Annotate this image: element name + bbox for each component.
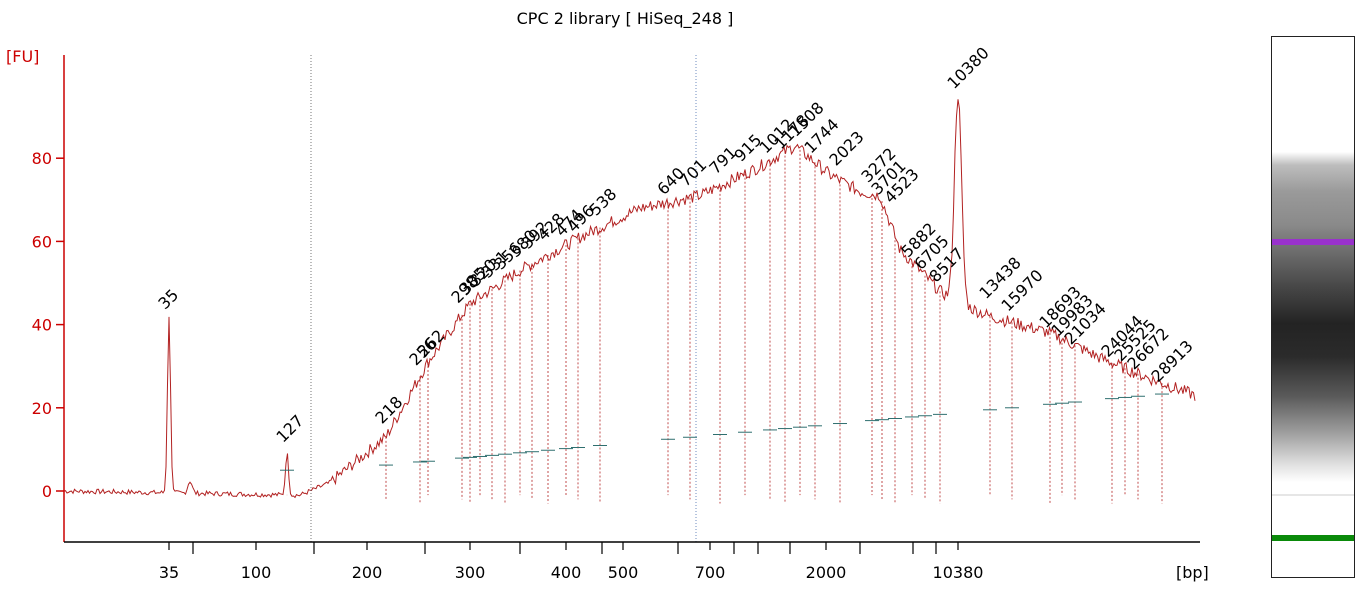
- peak-label: 127: [272, 411, 307, 446]
- chart-title: CPC 2 library [ HiSeq_248 ]: [517, 9, 734, 29]
- x-tick-label: 10380: [933, 563, 984, 582]
- gel-upper-marker-band: [1272, 239, 1354, 245]
- y-tick-label: 20: [32, 399, 52, 418]
- y-tick-label: 60: [32, 232, 52, 251]
- peak-label: 701: [675, 155, 710, 190]
- x-tick-label: 100: [241, 563, 272, 582]
- x-tick-label: 700: [695, 563, 726, 582]
- virtual-gel-lane: [1271, 36, 1355, 578]
- electropherogram-trace: [63, 99, 1196, 499]
- gel-faint-band: [1272, 494, 1354, 496]
- x-tick-label: 2000: [806, 563, 847, 582]
- y-tick-label: 0: [42, 482, 52, 501]
- x-tick-label: 200: [352, 563, 383, 582]
- peak-label: 218: [371, 392, 406, 427]
- x-tick-label: 300: [455, 563, 486, 582]
- gel-lower-marker-band: [1272, 535, 1354, 541]
- x-tick-label: 500: [608, 563, 639, 582]
- y-axis-label: [FU]: [6, 47, 39, 66]
- x-tick-label: 35: [159, 563, 179, 582]
- y-tick-label: 40: [32, 316, 52, 335]
- electropherogram-chart: CPC 2 library [ HiSeq_248 ] [FU] [bp] 0 2…: [6, 9, 1209, 582]
- gel-smear: [1272, 152, 1354, 482]
- lower-marker-label: 35: [154, 285, 182, 313]
- upper-marker-label: 10380: [943, 43, 992, 92]
- y-tick-label: 80: [32, 149, 52, 168]
- x-tick-label: 400: [551, 563, 582, 582]
- x-axis-label: [bp]: [1176, 563, 1209, 582]
